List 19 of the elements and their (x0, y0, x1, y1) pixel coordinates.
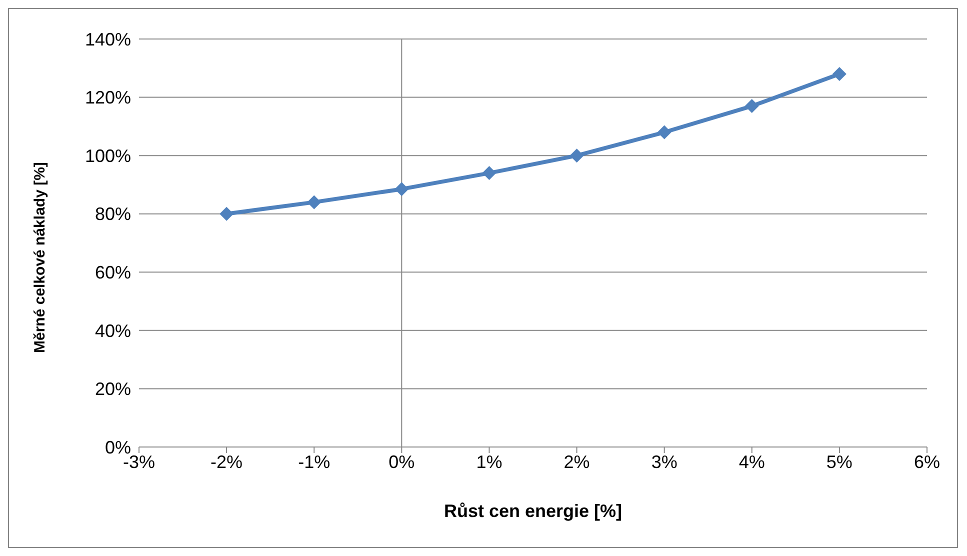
x-tick-label: 0% (388, 452, 415, 472)
x-tick-label: 5% (826, 452, 852, 472)
x-tick-label: 2% (564, 452, 590, 472)
y-tick-label: 60% (94, 262, 131, 283)
x-tick-label: 4% (738, 452, 765, 472)
y-tick-label: 80% (94, 204, 131, 224)
y-tick-label: 40% (94, 320, 131, 341)
y-tick-label: 0% (104, 437, 131, 458)
x-tick-label: -1% (298, 452, 330, 472)
x-tick-label: 1% (476, 452, 502, 472)
y-axis-title: Měrné celkové náklady [%] (31, 162, 48, 353)
x-tick-label: -2% (210, 452, 243, 472)
x-axis-title: Růst cen energie [%] (444, 501, 622, 521)
x-tick-label: 3% (651, 452, 678, 472)
x-tick-label: 6% (914, 452, 940, 472)
y-tick-label: 100% (84, 146, 131, 166)
y-tick-label: 120% (84, 88, 131, 108)
y-tick-label: 140% (84, 29, 131, 50)
y-tick-label: 20% (94, 379, 131, 400)
